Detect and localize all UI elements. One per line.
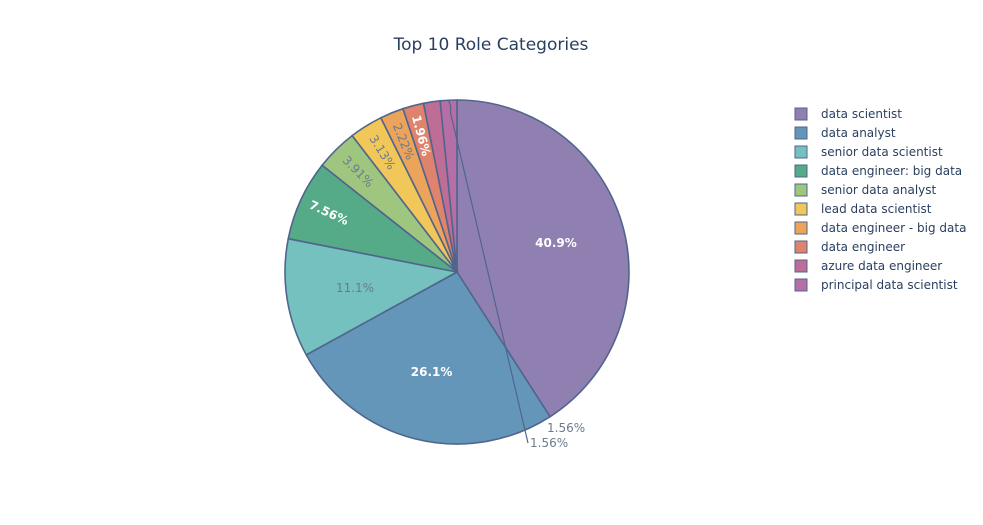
slice-label: 40.9% xyxy=(535,236,577,250)
legend-label: data analyst xyxy=(821,126,896,140)
legend-label: data engineer - big data xyxy=(821,221,966,235)
legend-item[interactable]: data scientist xyxy=(794,107,902,121)
legend-item[interactable]: data analyst xyxy=(794,126,896,140)
slice-label: 1.56% xyxy=(547,421,585,435)
slice-label: 1.56% xyxy=(530,436,568,450)
slice-label-leader-line xyxy=(448,100,529,444)
legend-item[interactable]: lead data scientist xyxy=(794,202,932,216)
pie-slice-data-analyst[interactable] xyxy=(305,270,552,445)
slice-label: 11.1% xyxy=(336,281,374,295)
legend-label: azure data engineer xyxy=(821,259,942,273)
legend-label: data scientist xyxy=(821,107,902,121)
legend-label: senior data analyst xyxy=(821,183,937,197)
legend-item[interactable]: principal data scientist xyxy=(794,278,958,292)
legend-label: data engineer: big data xyxy=(821,164,962,178)
legend-swatch xyxy=(794,126,808,140)
legend-swatch xyxy=(794,240,808,254)
legend-swatch xyxy=(794,145,808,159)
legend-item[interactable]: senior data analyst xyxy=(794,183,937,197)
legend-swatch xyxy=(794,202,808,216)
slice-label: 26.1% xyxy=(411,365,453,379)
legend: data scientist data analyst senior data sc… xyxy=(794,107,966,292)
pie-slices xyxy=(284,99,630,445)
legend-swatch xyxy=(794,183,808,197)
pie-slice-senior-data-scientist[interactable] xyxy=(284,237,460,356)
legend-swatch xyxy=(794,259,808,273)
legend-swatch xyxy=(794,164,808,178)
legend-item[interactable]: azure data engineer xyxy=(794,259,942,273)
legend-item[interactable]: data engineer: big data xyxy=(794,164,962,178)
legend-label: lead data scientist xyxy=(821,202,932,216)
legend-item[interactable]: data engineer xyxy=(794,240,905,254)
legend-label: data engineer xyxy=(821,240,905,254)
legend-item[interactable]: data engineer - big data xyxy=(794,221,966,235)
legend-swatch xyxy=(794,107,808,121)
legend-swatch xyxy=(794,221,808,235)
legend-item[interactable]: senior data scientist xyxy=(794,145,943,159)
chart-title: Top 10 Role Categories xyxy=(393,35,589,55)
legend-label: senior data scientist xyxy=(821,145,943,159)
legend-label: principal data scientist xyxy=(821,278,958,292)
legend-swatch xyxy=(794,278,808,292)
